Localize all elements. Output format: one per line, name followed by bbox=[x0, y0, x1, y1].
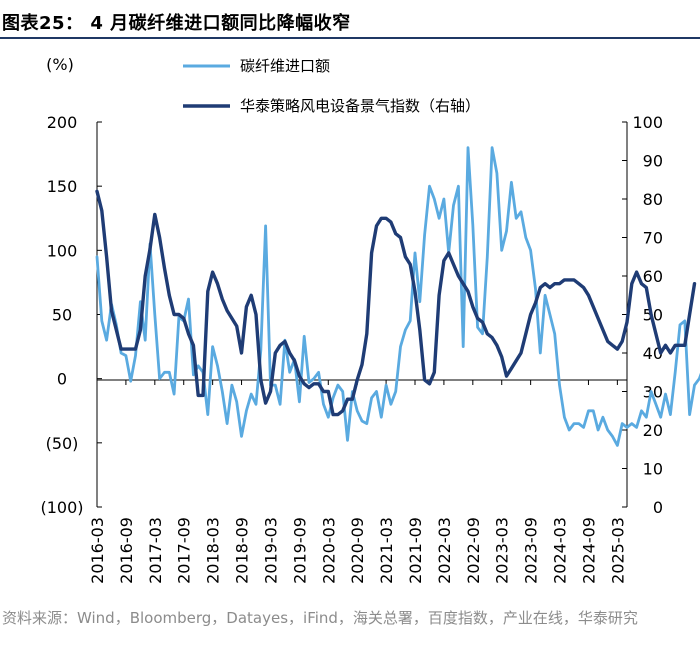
figure-header: 图表25： 4 月碳纤维进口额同比降幅收窄 bbox=[0, 0, 700, 40]
legend-label: 华泰策略风电设备景气指数（右轴） bbox=[240, 97, 480, 115]
x-tick-label: 2025-03 bbox=[608, 517, 627, 584]
x-tick-label: 2017-03 bbox=[146, 517, 165, 584]
right-tick-label: 10 bbox=[643, 460, 663, 479]
x-tick-label: 2018-03 bbox=[204, 517, 223, 584]
x-tick-label: 2022-09 bbox=[464, 517, 483, 584]
left-axis-label: (%) bbox=[46, 55, 74, 74]
x-tick-label: 2016-03 bbox=[88, 517, 107, 584]
source-note: 资料来源：Wind，Bloomberg，Datayes，iFind，海关总署，百… bbox=[2, 609, 638, 627]
x-tick-label: 2023-03 bbox=[493, 517, 512, 584]
x-tick-label: 2016-09 bbox=[117, 517, 136, 584]
x-tick-label: 2019-09 bbox=[290, 517, 309, 584]
x-tick-label: 2020-03 bbox=[319, 517, 338, 584]
left-tick-label: 0 bbox=[57, 370, 67, 389]
x-tick-label: 2024-09 bbox=[579, 517, 598, 584]
x-tick-label: 2019-03 bbox=[261, 517, 280, 584]
left-tick-label: 200 bbox=[47, 113, 78, 132]
x-tick-label: 2024-03 bbox=[551, 517, 570, 584]
right-tick-label: 70 bbox=[643, 229, 663, 248]
right-tick-label: 30 bbox=[643, 383, 663, 402]
right-tick-label: 20 bbox=[643, 421, 663, 440]
x-tick-label: 2017-09 bbox=[175, 517, 194, 584]
chart: (%)200150100500(50)(100)1009080706050403… bbox=[40, 55, 700, 584]
right-tick-label: 100 bbox=[632, 113, 663, 132]
header-rule bbox=[0, 37, 700, 39]
right-tick-label: 80 bbox=[643, 190, 663, 209]
left-tick-label: 50 bbox=[52, 306, 72, 325]
x-tick-label: 2022-03 bbox=[435, 517, 454, 584]
axes: (%)200150100500(50)(100)1009080706050403… bbox=[40, 55, 663, 584]
legend-label: 碳纤维进口额 bbox=[240, 57, 330, 75]
series-layer bbox=[95, 146, 700, 447]
left-tick-label: (100) bbox=[40, 498, 83, 517]
left-tick-label: 100 bbox=[47, 241, 78, 260]
right-tick-label: 0 bbox=[653, 498, 663, 517]
left-tick-label: (50) bbox=[46, 434, 79, 453]
x-tick-label: 2020-09 bbox=[348, 517, 367, 584]
figure-title: 图表25： 4 月碳纤维进口额同比降幅收窄 bbox=[2, 13, 351, 34]
series-line-import bbox=[95, 146, 700, 447]
x-tick-label: 2021-03 bbox=[377, 517, 396, 584]
series-line-index bbox=[95, 189, 697, 417]
right-tick-label: 60 bbox=[643, 267, 663, 286]
right-tick-label: 90 bbox=[643, 152, 663, 171]
x-tick-label: 2023-09 bbox=[522, 517, 541, 584]
left-tick-label: 150 bbox=[47, 177, 78, 196]
x-tick-label: 2018-09 bbox=[233, 517, 252, 584]
x-tick-label: 2021-09 bbox=[406, 517, 425, 584]
